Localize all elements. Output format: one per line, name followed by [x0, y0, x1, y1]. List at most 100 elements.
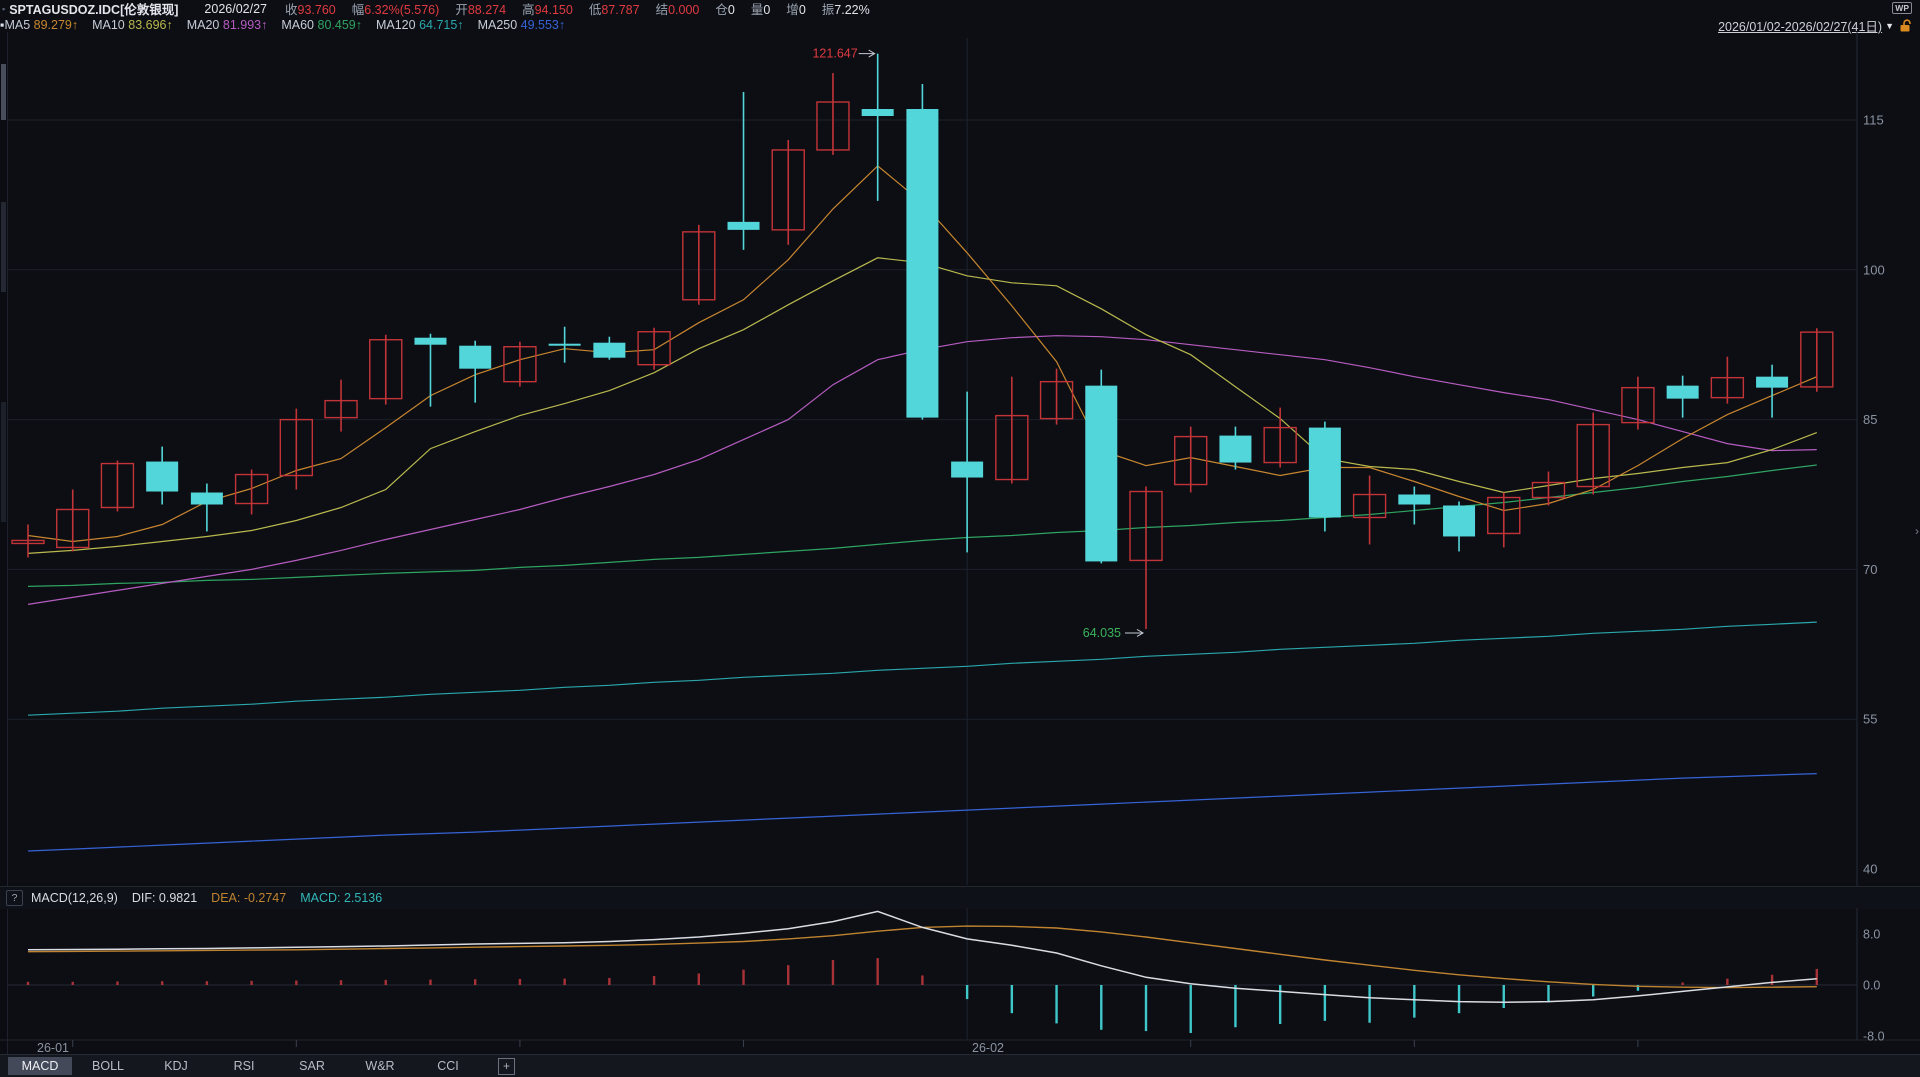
dif-line — [27, 910, 1817, 1004]
svg-text:64.035: 64.035 — [1083, 626, 1121, 640]
price-axis-label: 100 — [1863, 262, 1885, 277]
candlestick[interactable] — [1621, 376, 1655, 430]
tab-CCI[interactable]: CCI — [437, 1059, 459, 1073]
candlestick[interactable] — [593, 336, 626, 360]
time-axis-label: 26-02 — [972, 1041, 1004, 1054]
candlestick[interactable] — [1352, 475, 1387, 545]
strip-mark — [1, 202, 6, 292]
add-indicator-button[interactable]: + — [498, 1057, 515, 1075]
candlestick[interactable] — [771, 139, 805, 245]
candlestick[interactable] — [1666, 375, 1699, 418]
candlestick[interactable] — [1398, 486, 1431, 525]
quote-field-9: 振7.22% — [821, 3, 870, 17]
macd-axis-label: -8.0 — [1863, 1030, 1885, 1044]
tab-W&R[interactable]: W&R — [365, 1059, 395, 1073]
candlestick[interactable] — [234, 469, 269, 515]
time-axis-label: 26-01 — [37, 1041, 69, 1054]
ma-line-MA250 — [27, 773, 1817, 852]
candlestick[interactable] — [906, 84, 939, 420]
ma-values-bar: ▪ MA5 89.279↑ MA10 83.696↑ MA20 81.993↑ MA6… — [0, 17, 1920, 32]
candlestick[interactable] — [100, 460, 135, 512]
candlestick[interactable] — [1800, 328, 1834, 392]
collapse-left-icon[interactable]: ▪ — [2, 3, 6, 14]
quote-date: 2026/02/27 — [204, 1, 267, 16]
symbol-title[interactable]: SPTAGUSDOZ.IDC[伦敦银现] — [9, 3, 179, 17]
candlestick[interactable] — [11, 524, 45, 558]
ma-legend-MA60: MA60 80.459↑ — [281, 17, 362, 32]
macd-name[interactable]: MACD(12,26,9) — [31, 891, 118, 905]
price-axis-label: 55 — [1863, 712, 1877, 727]
candlestick[interactable] — [190, 483, 223, 532]
price-axis-label: 40 — [1863, 862, 1877, 877]
ma-legend-MA120: MA120 64.715↑ — [375, 17, 464, 32]
candlestick[interactable] — [503, 341, 537, 387]
svg-text:121.647: 121.647 — [812, 47, 857, 61]
candlestick[interactable] — [548, 326, 581, 363]
left-tool-strip[interactable] — [0, 32, 8, 1054]
candlestick[interactable] — [727, 92, 760, 250]
macd-axis-label: 8.0 — [1863, 927, 1880, 941]
ma-line-MA120 — [27, 621, 1817, 716]
candlestick[interactable] — [1129, 486, 1163, 629]
price-axis-label: 115 — [1863, 113, 1884, 128]
candlestick[interactable] — [369, 334, 403, 405]
candlestick[interactable] — [1263, 407, 1297, 468]
expand-right-icon[interactable]: › — [1915, 524, 1919, 538]
candlestick[interactable] — [1756, 364, 1789, 418]
candlestick[interactable] — [1576, 412, 1610, 495]
candlestick[interactable] — [1308, 421, 1341, 532]
macd-indicator-header: ? MACD(12,26,9) DIF: 0.9821 DEA: -0.2747… — [0, 886, 1920, 909]
candlestick[interactable] — [1085, 369, 1118, 564]
tab-RSI[interactable]: RSI — [233, 1059, 255, 1073]
candlestick[interactable] — [1174, 426, 1208, 493]
candlestick[interactable] — [1531, 471, 1566, 506]
candlestick[interactable] — [1487, 492, 1521, 548]
quote-fields: 收93.760 幅6.32%(5.576) 开88.274 高94.150 低87.78… — [285, 0, 886, 18]
quote-field-7: 量0 — [750, 3, 771, 17]
unlock-icon[interactable] — [1898, 18, 1914, 33]
tabs-holder: MACD BOLL KDJ RSI SAR W&R CCI — [8, 1057, 484, 1075]
candlestick[interactable] — [146, 446, 179, 505]
annotation-low: 64.035 — [1083, 626, 1144, 640]
candlestick[interactable] — [1039, 368, 1074, 425]
ma-legend-MA10: MA10 83.696↑ — [92, 17, 173, 32]
chevron-down-icon[interactable]: ▼ — [1885, 20, 1894, 31]
tab-KDJ[interactable]: KDJ — [164, 1059, 188, 1073]
candlestick[interactable] — [1219, 426, 1252, 470]
strip-mark — [1, 402, 6, 522]
tab-BOLL[interactable]: BOLL — [92, 1059, 124, 1073]
candlestick[interactable] — [1710, 356, 1745, 404]
macd-dea-value: DEA: -0.2747 — [211, 891, 287, 905]
tab-MACD[interactable]: MACD — [8, 1057, 72, 1075]
macd-chart-svg[interactable]: 8.0 0.0 -8.0 26-01 26-02 — [0, 908, 1920, 1054]
ma-legend-MA20: MA20 81.993↑ — [186, 17, 268, 32]
candlestick[interactable] — [459, 340, 492, 403]
ma-legend-MA5: MA5 89.279↑ — [4, 17, 79, 32]
quote-field-0: 收93.760 — [284, 3, 336, 17]
ma-items: MA5 89.279↑ MA10 83.696↑ MA20 81.993↑ MA60 … — [4, 18, 579, 32]
candlestick[interactable] — [414, 333, 447, 407]
indicator-tab-bar: MACD BOLL KDJ RSI SAR W&R CCI + — [0, 1054, 1920, 1077]
quote-field-6: 仓0 — [715, 3, 735, 17]
candlestick[interactable] — [637, 327, 671, 370]
price-chart-svg[interactable]: 121.647 64.035 115 100 85 70 55 40 — [0, 32, 1920, 886]
candlestick[interactable] — [951, 391, 984, 553]
tab-SAR[interactable]: SAR — [299, 1059, 325, 1073]
quote-field-4: 低87.787 — [588, 3, 640, 17]
candlestick[interactable] — [995, 376, 1029, 484]
quote-field-2: 开88.274 — [455, 3, 507, 17]
candlestick[interactable] — [1443, 501, 1476, 552]
candlestick[interactable] — [816, 73, 850, 155]
candlestick[interactable] — [861, 53, 894, 201]
candlestick[interactable] — [682, 224, 716, 305]
macd-axis-label: 0.0 — [1863, 979, 1880, 993]
date-range-text[interactable]: 2026/01/02-2026/02/27(41日) — [1718, 20, 1883, 34]
quote-field-8: 增0 — [786, 3, 806, 17]
candlestick[interactable] — [279, 408, 314, 490]
price-axis-label: 85 — [1863, 412, 1877, 427]
quote-field-1: 幅6.32%(5.576) — [351, 3, 440, 17]
help-icon[interactable]: ? — [6, 890, 23, 906]
candlestick[interactable] — [324, 379, 358, 432]
candlestick[interactable] — [56, 489, 90, 552]
